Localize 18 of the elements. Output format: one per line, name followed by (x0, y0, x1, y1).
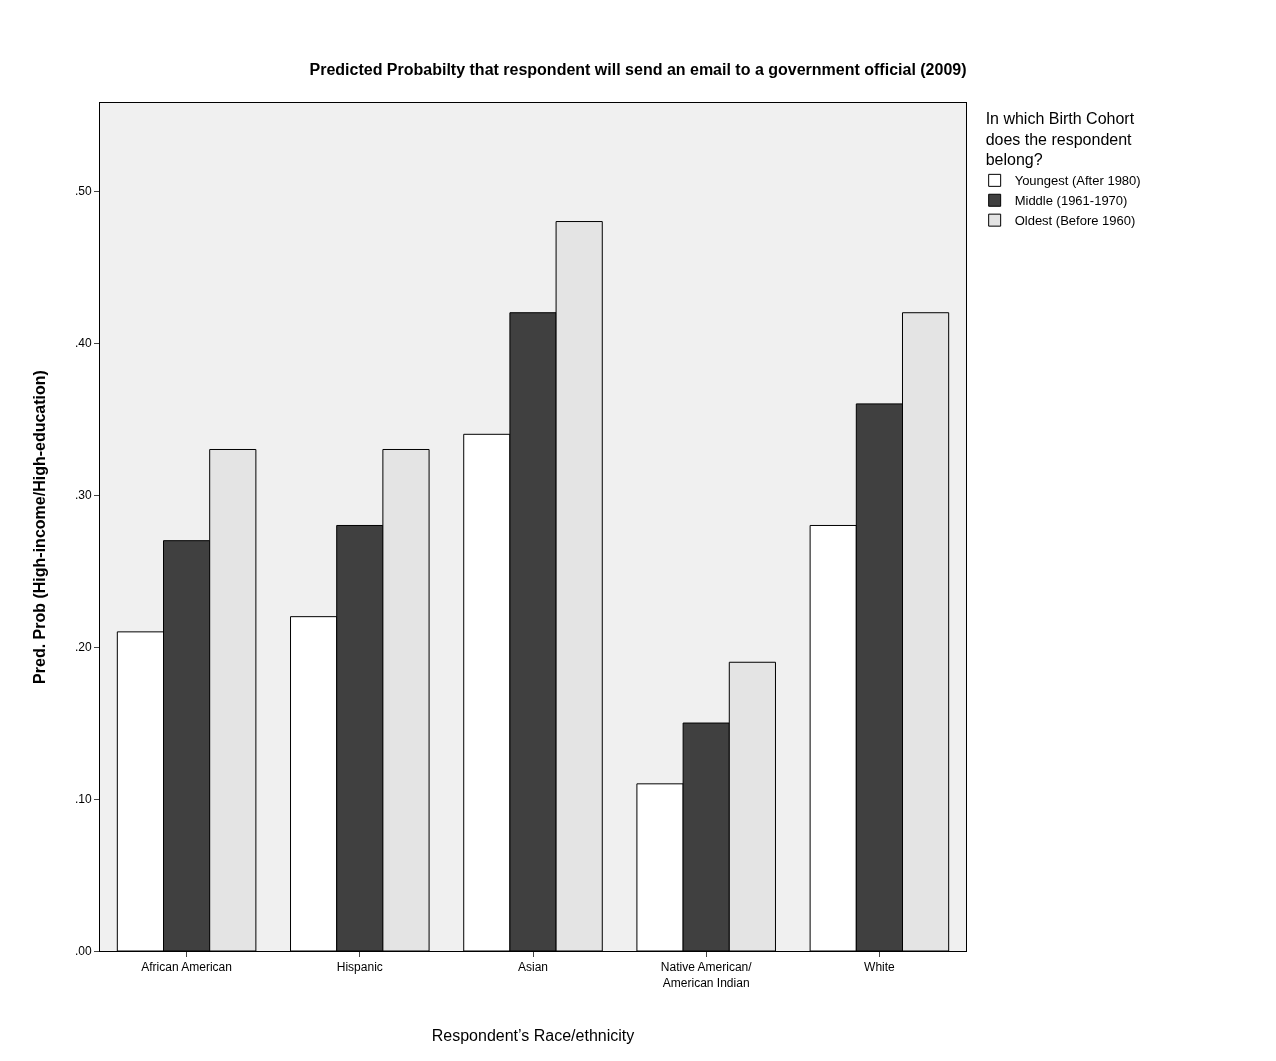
legend-label: Oldest (Before 1960) (1014, 213, 1136, 229)
x-tick-label: African American (141, 960, 232, 975)
chart-title: Predicted Probabilty that respondent will send an email to a government official (2009) (309, 60, 967, 78)
y-tick-label: .10 (74, 792, 92, 807)
y-tick-label: .40 (74, 336, 92, 351)
legend-label: Youngest (After 1980) (1014, 173, 1141, 189)
x-axis-title: Respondent’s Race/ethnicity (431, 1026, 635, 1044)
y-tick-label: .30 (74, 488, 92, 503)
y-tick-label: .50 (74, 184, 92, 199)
y-tick-label: .00 (74, 944, 92, 959)
x-tick-label: White (864, 960, 896, 975)
legend-label: Middle (1961-1970) (1014, 193, 1128, 209)
y-axis-title: Pred. Prob (High-income/High-education) (30, 370, 48, 684)
legend-title: In which Birth Cohort does the respondent belong? (985, 109, 1135, 169)
x-tick-label: Asian (517, 960, 549, 975)
x-tick-label: Native American/American Indian (660, 960, 753, 990)
x-tick-label: Hispanic (336, 960, 383, 975)
y-tick-label: .20 (74, 640, 92, 655)
